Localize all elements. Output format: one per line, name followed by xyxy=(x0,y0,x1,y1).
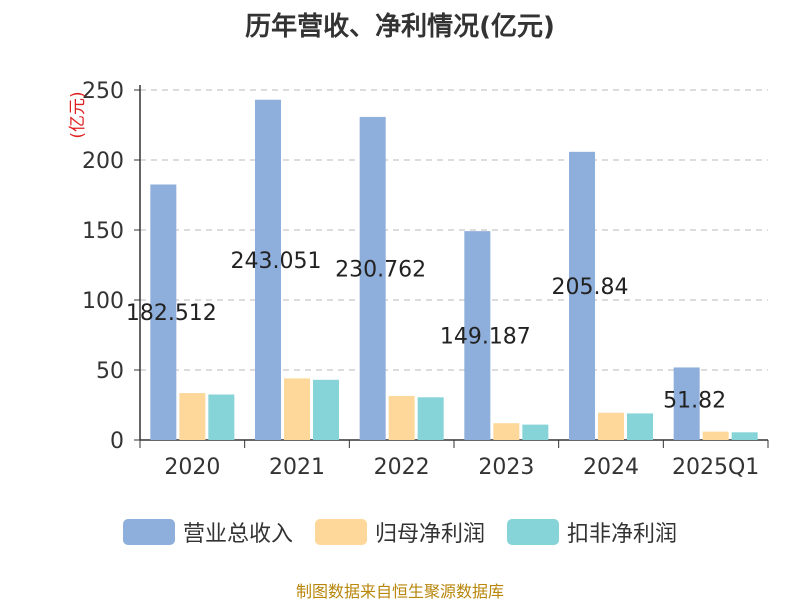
x-tick-label-2021: 2021 xyxy=(269,455,325,480)
legend-item-deducted-profit[interactable]: 扣非净利润 xyxy=(507,516,677,548)
y-tick-label-50: 50 xyxy=(96,359,124,384)
legend-swatch-net-profit xyxy=(314,519,367,545)
legend-label-revenue: 营业总收入 xyxy=(182,522,293,547)
y-tick-label-200: 200 xyxy=(82,149,124,174)
y-tick-label-250: 250 xyxy=(82,79,124,104)
data-source-note: 制图数据来自恒生聚源数据库 xyxy=(295,582,504,601)
data-label-2020: 182.512 xyxy=(126,301,217,326)
legend-swatch-revenue xyxy=(122,519,175,545)
y-axis-label: (亿元) xyxy=(68,91,88,138)
bar-s0-2023 xyxy=(464,231,491,440)
y-tick-label-0: 0 xyxy=(110,429,124,454)
bar-s1-2022 xyxy=(388,395,415,440)
x-tick-label-2025Q1: 2025Q1 xyxy=(672,455,759,480)
x-tick-label-2020: 2020 xyxy=(164,455,220,480)
data-label-2025Q1: 51.82 xyxy=(663,388,726,413)
x-tick-label-2024: 2024 xyxy=(583,455,639,480)
bar-s0-2020 xyxy=(150,184,177,440)
bar-s1-2020 xyxy=(179,393,206,440)
x-tick-label-2022: 2022 xyxy=(374,455,430,480)
bar-s2-2021 xyxy=(313,379,339,440)
legend-swatch-deducted-profit xyxy=(507,519,559,545)
legend-label-net-profit: 归母净利润 xyxy=(374,522,485,547)
legend-item-net-profit[interactable]: 归母净利润 xyxy=(314,516,485,548)
y-tick-label-100: 100 xyxy=(82,289,124,314)
x-tick-label-2023: 2023 xyxy=(478,455,534,480)
bar-s0-2022 xyxy=(359,116,386,440)
bar-s2-2022 xyxy=(417,397,444,440)
bar-s1-2025Q1 xyxy=(702,431,729,440)
bar-s1-2024 xyxy=(598,412,624,440)
data-label-2021: 243.051 xyxy=(231,249,322,274)
bar-s2-2020 xyxy=(208,394,235,440)
bar-s2-2023 xyxy=(522,424,549,440)
data-label-2023: 149.187 xyxy=(440,325,531,350)
chart-title: 历年营收、净利情况(亿元) xyxy=(245,12,555,42)
data-label-2022: 230.762 xyxy=(335,257,426,282)
y-tick-label-150: 150 xyxy=(82,219,124,244)
bar-s0-2025Q1 xyxy=(673,367,700,440)
bar-s1-2021 xyxy=(284,378,310,440)
legend: 营业总收入 归母净利润 扣非净利润 xyxy=(0,516,800,548)
bar-s0-2024 xyxy=(569,151,595,440)
bar-s0-2021 xyxy=(255,99,281,440)
data-label-2024: 205.84 xyxy=(552,275,629,300)
legend-item-revenue[interactable]: 营业总收入 xyxy=(122,516,293,548)
bar-s2-2024 xyxy=(627,413,653,440)
bar-s2-2025Q1 xyxy=(731,432,758,440)
bar-s1-2023 xyxy=(493,423,520,440)
legend-label-deducted-profit: 扣非净利润 xyxy=(567,522,678,547)
